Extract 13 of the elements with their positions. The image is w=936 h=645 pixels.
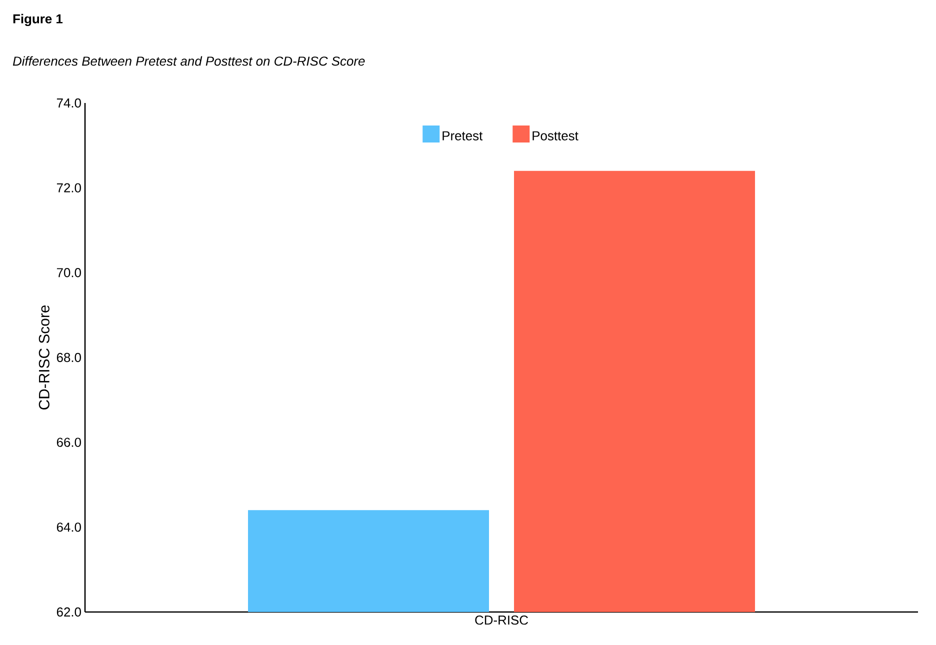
y-axis-title: CD-RISC Score bbox=[38, 305, 50, 410]
y-tick-label: 68.0 bbox=[56, 352, 81, 362]
x-tick-label: CD-RISC bbox=[475, 616, 528, 625]
chart-title: Figure 1 bbox=[13, 14, 63, 26]
y-tick-label: 66.0 bbox=[56, 438, 81, 447]
y-tick-label: 70.0 bbox=[56, 268, 81, 278]
y-tick-label: 64.0 bbox=[56, 522, 81, 532]
y-tick-label: 62.0 bbox=[56, 607, 81, 617]
y-tick-label: 74.0 bbox=[56, 98, 81, 108]
y-tick-label: 72.0 bbox=[56, 183, 81, 192]
legend-label: Pretest bbox=[442, 131, 483, 140]
legend-label: Posttest bbox=[532, 131, 578, 140]
chart-subtitle: Differences Between Pretest and Posttest on CD-RISC Score bbox=[12, 56, 365, 66]
